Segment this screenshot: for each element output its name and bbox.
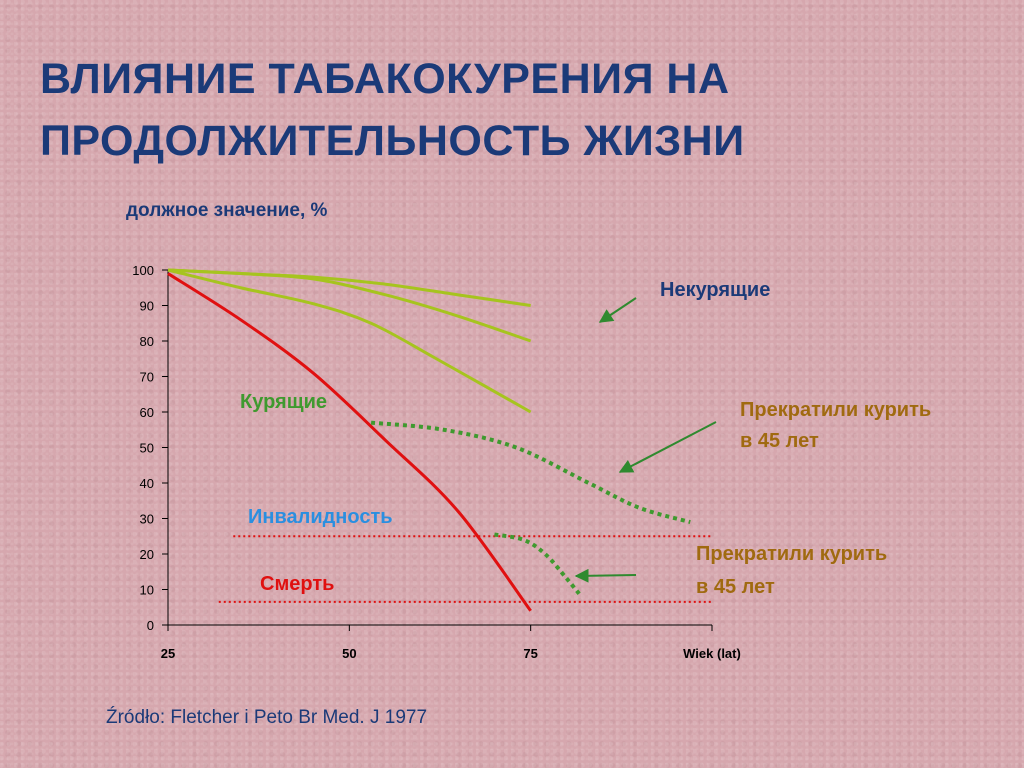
source-citation: Źródło: Fletcher i Peto Br Med. J 1977 [106,707,428,728]
series-line-quit-5 [494,532,583,598]
arrows [574,297,717,583]
y-tick-label: 0 [147,618,154,633]
slide-title-line1: ВЛИЯНИЕ ТАБАКОКУРЕНИЯ НА [40,55,730,103]
series-group [167,268,691,612]
y-tick-label: 90 [140,299,154,314]
label-death: Смерть [260,573,334,595]
label-quit-2-line1: Прекратили курить [696,543,887,565]
y-tick-label: 60 [140,405,154,420]
x-tick-label: 25 [161,646,175,661]
slide-title-line2: ПРОДОЛЖИТЕЛЬНОСТЬ ЖИЗНИ [40,117,745,165]
y-axis-label: должное значение, % [126,200,328,221]
y-tick-label: 100 [132,263,154,278]
x-tick-label: Wiek (lat) [683,646,741,661]
y-tick-label: 30 [140,512,154,527]
y-tick-label: 50 [140,441,154,456]
series-line-smokers-3 [167,272,532,612]
series-line-nonsmokers-1 [167,268,532,343]
reference-lines [218,535,712,603]
label-smokers: Курящие [240,391,327,413]
y-tick-label: 10 [140,583,154,598]
axes: 0 10 20 30 40 50 60 70 80 90 100 25 50 75 Wiek (lat) [132,263,741,661]
x-tick-label: 75 [523,646,537,661]
series-line-nonsmokers-0 [167,268,531,307]
arrow-quit-1 [618,421,717,473]
y-tick-label: 40 [140,476,154,491]
series-line-quit-4 [370,420,691,524]
slide-title: ВЛИЯНИЕ ТАБАКОКУРЕНИЯ НА ПРОДОЛЖИТЕЛЬНОС… [40,48,1000,172]
label-disability: Инвалидность [248,506,393,528]
x-tick-label: 50 [342,646,356,661]
y-tick-label: 70 [140,370,154,385]
y-tick-label: 20 [140,547,154,562]
label-quit-2-line2: в 45 лет [696,576,775,598]
y-tick-label: 80 [140,334,154,349]
label-nonsmokers: Некурящие [660,279,770,301]
label-quit-1-line2: в 45 лет [740,430,819,452]
label-quit-1-line1: Прекратили курить [740,399,931,421]
arrow-nonsmokers [598,297,637,323]
arrow-quit-2 [574,568,637,583]
series-line-nonsmokers-2 [167,268,532,414]
annotations: Некурящие Курящие Прекратили курить в 45… [240,279,931,598]
